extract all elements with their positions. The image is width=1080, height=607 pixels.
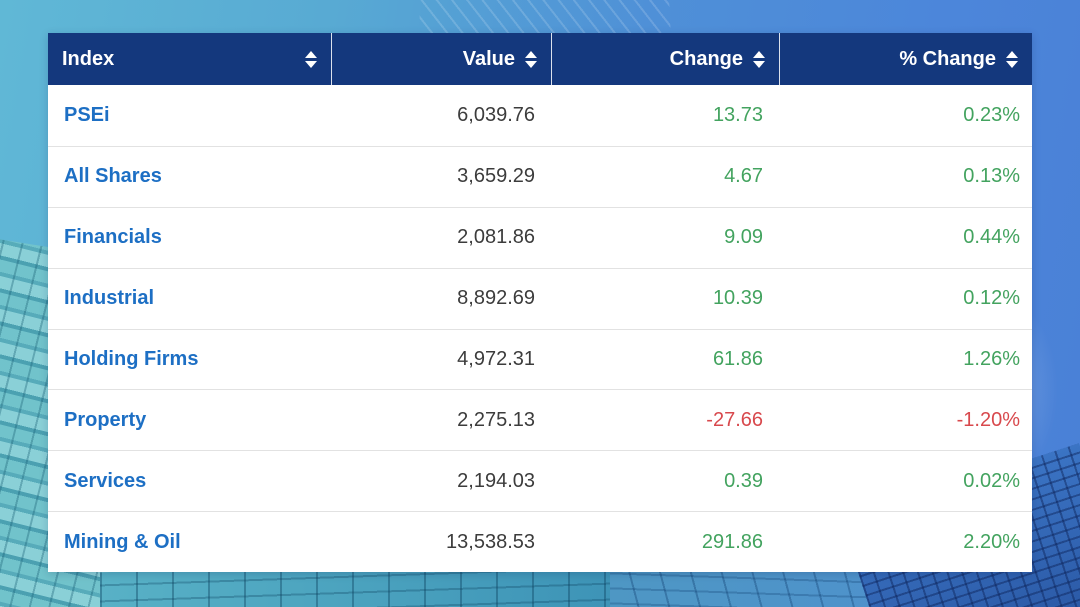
index-link[interactable]: Industrial	[64, 287, 155, 310]
index-cell: Services	[48, 470, 331, 493]
index-link[interactable]: Holding Firms	[64, 348, 199, 370]
index-cell: Financials	[48, 226, 331, 249]
column-header-value[interactable]: Value	[331, 33, 551, 85]
table-row: Industrial 8,892.69 10.39 0.12%	[48, 267, 1032, 329]
column-header-label: Index	[62, 47, 115, 70]
index-link[interactable]: PSEi	[64, 103, 110, 126]
pct-change-cell: 2.20%	[963, 530, 1020, 553]
value-cell: 6,039.76	[457, 103, 535, 126]
sort-icon	[1006, 50, 1018, 68]
pct-change-cell: 0.13%	[963, 165, 1020, 188]
table-row: Property 2,275.13 -27.66 -1.20%	[48, 389, 1032, 451]
change-cell: 13.73	[712, 103, 763, 126]
change-cell: 61.86	[712, 348, 763, 370]
column-header-label: Value	[462, 47, 515, 70]
table-row: All Shares 3,659.29 4.67 0.13%	[48, 145, 1032, 207]
change-cell: 10.39	[712, 287, 763, 310]
table-row: Services 2,194.03 0.39 0.02%	[48, 450, 1032, 512]
index-cell: All Shares	[48, 165, 331, 188]
index-link[interactable]: Services	[64, 469, 147, 492]
table-row: PSEi 6,039.76 13.73 0.23%	[48, 85, 1032, 146]
pct-change-cell: 0.02%	[963, 469, 1020, 492]
sort-icon	[525, 50, 537, 68]
index-link[interactable]: Mining & Oil	[64, 530, 181, 553]
sort-icon	[305, 50, 317, 68]
index-cell: Mining & Oil	[48, 531, 331, 554]
value-cell: 13,538.53	[446, 530, 535, 553]
index-cell: PSEi	[48, 104, 331, 127]
table-row: Financials 2,081.86 9.09 0.44%	[48, 206, 1032, 268]
value-cell: 2,275.13	[457, 408, 535, 431]
pct-change-cell: 1.26%	[963, 348, 1020, 370]
column-header-pct-change[interactable]: % Change	[779, 33, 1032, 85]
column-header-change[interactable]: Change	[551, 33, 779, 85]
value-cell: 8,892.69	[457, 287, 535, 310]
change-cell: 4.67	[724, 165, 763, 188]
pct-change-cell: 0.23%	[963, 103, 1020, 126]
table-row: Mining & Oil 13,538.53 291.86 2.20%	[48, 511, 1032, 573]
value-cell: 4,972.31	[457, 348, 535, 370]
table-header-row: Index Value Change % Change	[48, 33, 1032, 85]
table-row: Holding Firms 4,972.31 61.86 1.26%	[48, 328, 1032, 390]
column-header-label: % Change	[899, 47, 996, 70]
index-link[interactable]: Financials	[64, 226, 162, 249]
table-body: PSEi 6,039.76 13.73 0.23% All Shares 3,6…	[48, 85, 1032, 573]
value-cell: 3,659.29	[457, 165, 535, 188]
value-cell: 2,081.86	[457, 226, 535, 249]
index-link[interactable]: Property	[64, 408, 147, 431]
change-cell: -27.66	[706, 408, 763, 431]
pct-change-cell: -1.20%	[956, 408, 1020, 431]
index-cell: Holding Firms	[48, 348, 331, 371]
change-cell: 9.09	[724, 226, 763, 249]
change-cell: 291.86	[701, 530, 763, 553]
pct-change-cell: 0.44%	[963, 226, 1020, 249]
market-index-table: Index Value Change % Change PSEi 6,039.7…	[48, 33, 1032, 573]
pct-change-cell: 0.12%	[963, 287, 1020, 310]
change-cell: 0.39	[724, 469, 763, 492]
column-header-index[interactable]: Index	[48, 33, 331, 85]
index-link[interactable]: All Shares	[64, 165, 162, 188]
sort-icon	[753, 50, 765, 68]
value-cell: 2,194.03	[457, 469, 535, 492]
column-header-label: Change	[669, 47, 743, 70]
index-cell: Industrial	[48, 287, 331, 310]
index-cell: Property	[48, 409, 331, 432]
